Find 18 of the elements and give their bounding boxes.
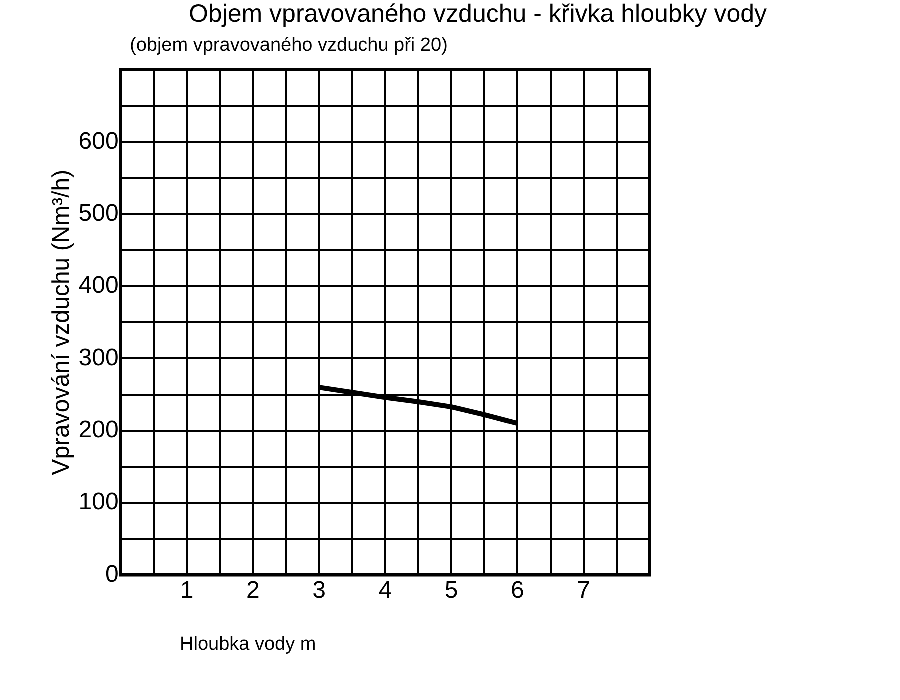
x-tick-label: 3 (312, 577, 326, 604)
y-tick-label: 400 (78, 272, 119, 300)
x-tick-label: 5 (444, 577, 458, 604)
x-tick-label: 4 (378, 577, 392, 604)
x-tick-label: 1 (180, 577, 194, 604)
y-tick-label: 600 (78, 128, 119, 155)
y-tick-label: 0 (105, 560, 119, 588)
x-tick-label: 7 (577, 577, 591, 604)
y-axis-title: Vpravování vzduchu (Nm³/h) (48, 170, 76, 476)
x-tick-label: 2 (246, 577, 260, 604)
chart-title: Objem vpravovaného vzduchu - křivka hloubky vody (188, 0, 768, 28)
x-tick-label: 6 (511, 577, 524, 604)
y-tick-label: 100 (78, 488, 119, 516)
y-tick-label: 200 (78, 416, 119, 444)
x-axis-title: Hloubka vody m (180, 634, 316, 655)
y-tick-label: 500 (78, 200, 119, 227)
y-tick-label: 300 (78, 344, 119, 372)
chart-subtitle: (objem vpravovaného vzduchu při 20) (130, 35, 448, 56)
